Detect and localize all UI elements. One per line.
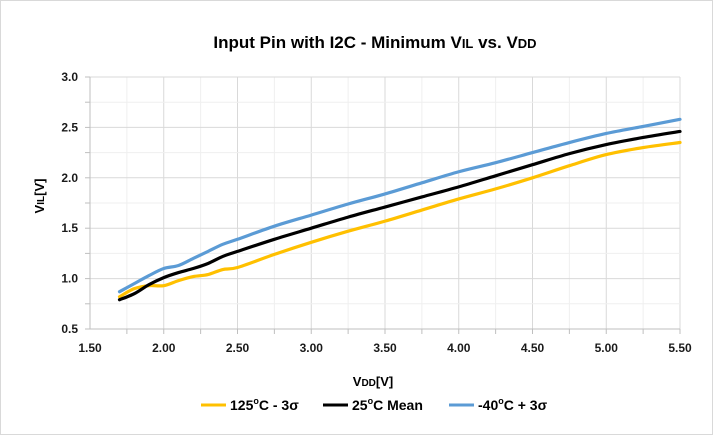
- y-tick-label: 2.5: [61, 120, 78, 134]
- axes: 1.50 2.00 2.50 3.00 3.50 4.00 4.50 5.00 5.50 0.5 1…: [61, 70, 692, 355]
- grid: [90, 76, 681, 329]
- x-tick-label: 3.50: [373, 341, 397, 355]
- legend-label: -40oC + 3σ: [478, 396, 548, 413]
- series-group: [117, 117, 682, 302]
- x-tick-label: 5.50: [668, 341, 692, 355]
- x-tick-label: 4.00: [447, 341, 471, 355]
- y-tick-label: 1.0: [61, 272, 78, 286]
- y-tick-label: 3.0: [61, 70, 78, 84]
- legend-label: 25oC Mean: [352, 396, 423, 413]
- series-line-25c-mean: [117, 129, 682, 302]
- y-tick-label: 0.5: [61, 322, 78, 336]
- x-tick-label: 4.50: [521, 341, 545, 355]
- legend-label: 125oC - 3σ: [230, 396, 299, 413]
- y-axis-label: VIL[V]: [32, 179, 47, 214]
- x-axis-label: VDD[V]: [353, 374, 393, 389]
- x-tick-label: 1.50: [78, 341, 102, 355]
- series-line-125c-minus-3sigma: [117, 140, 682, 299]
- legend-item-25c: 25oC Mean: [323, 396, 423, 413]
- y-tick-label: 1.5: [61, 221, 78, 235]
- legend-item-minus40c: -40oC + 3σ: [449, 396, 548, 413]
- series-line-minus40c-plus-3sigma: [117, 117, 682, 294]
- x-tick-label: 3.00: [300, 341, 324, 355]
- x-tick-label: 2.50: [226, 341, 250, 355]
- chart-title: Input Pin with I2C - Minimum VIL vs. VDD: [213, 33, 536, 52]
- legend-item-125c: 125oC - 3σ: [201, 396, 299, 413]
- x-tick-label: 2.00: [152, 341, 176, 355]
- legend: 125oC - 3σ 25oC Mean -40oC + 3σ: [201, 396, 548, 413]
- x-tick-label: 5.00: [595, 341, 619, 355]
- y-tick-label: 2.0: [61, 171, 78, 185]
